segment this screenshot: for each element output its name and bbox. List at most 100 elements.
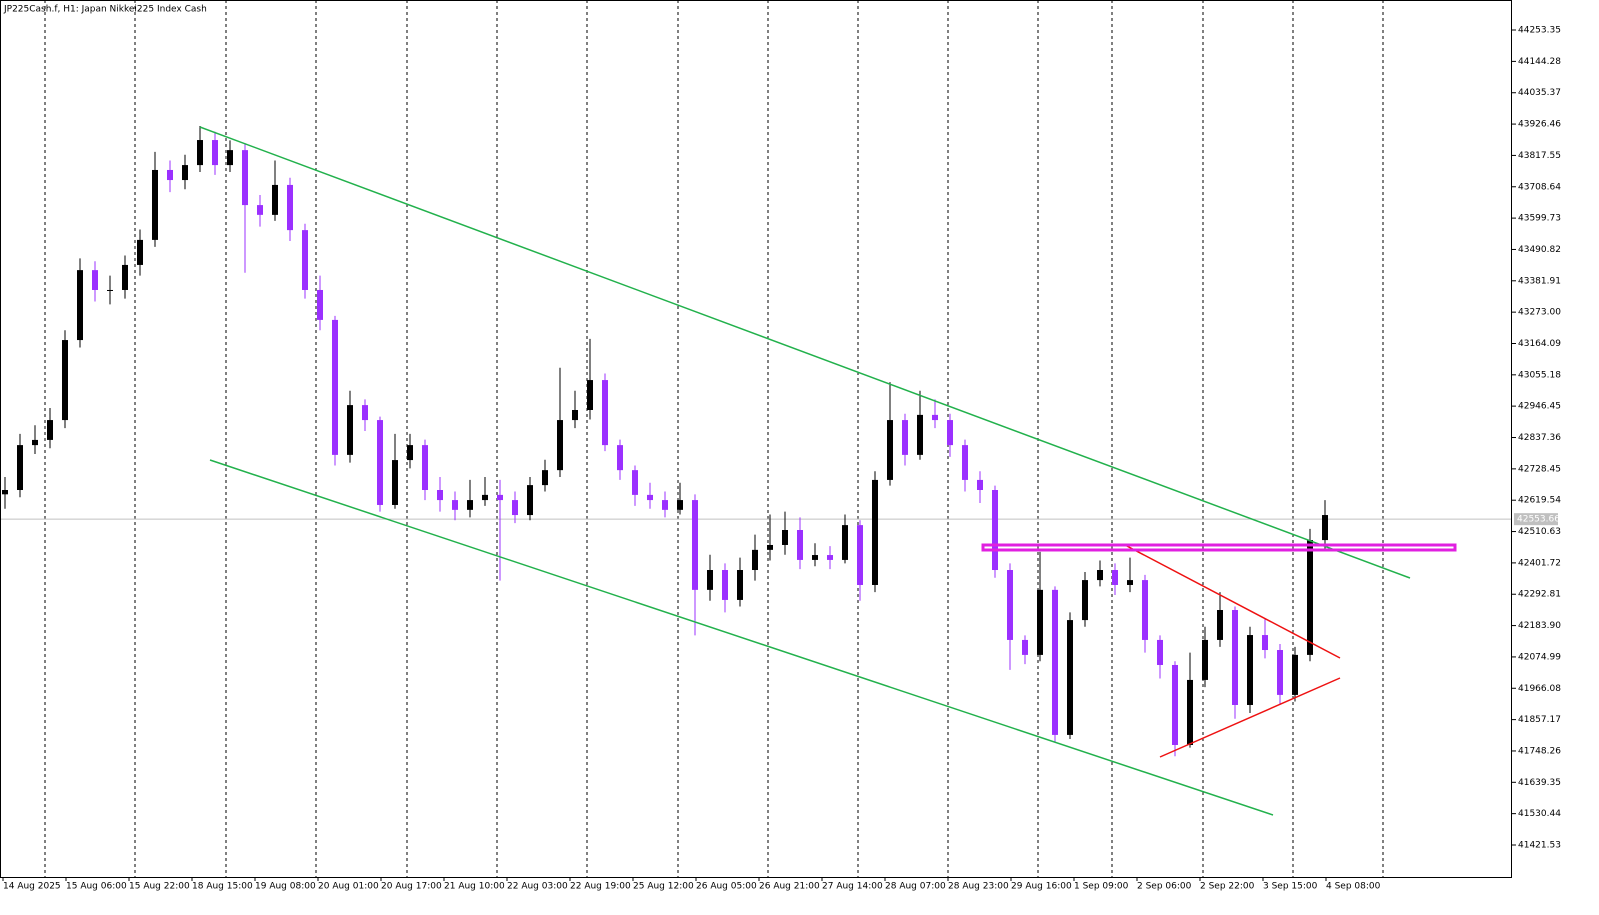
y-tick-label: 42401.72 [1518,558,1561,568]
candle-body [377,420,383,505]
candle-body [1127,580,1133,585]
x-tick-label: 14 Aug 2025 [3,882,61,892]
y-tick-label: 42074.99 [1518,652,1561,662]
candle-body [662,500,668,510]
y-tick-label: 43490.82 [1518,245,1561,255]
y-tick-label: 41530.44 [1518,809,1561,819]
y-tick-label: 43926.46 [1518,120,1561,130]
y-tick-label: 42946.45 [1518,402,1561,412]
candle-body [872,479,878,585]
candle-body [62,340,68,421]
candles [2,125,1328,757]
candle-body [797,530,803,560]
candle-body [677,500,683,510]
candle-body [572,409,578,421]
channel-lower [209,459,1274,816]
y-tick-label: 42183.90 [1518,621,1561,631]
x-tick-label: 15 Aug 22:00 [129,882,190,892]
x-tick-label: 18 Aug 15:00 [192,882,253,892]
y-tick-label: 42619.54 [1518,496,1561,506]
candle-body [287,184,293,231]
x-tick-label: 28 Aug 23:00 [948,882,1009,892]
candle-body [482,494,488,501]
x-tick-label: 29 Aug 16:00 [1011,882,1072,892]
candle-body [812,555,818,560]
x-tick-label: 19 Aug 08:00 [255,882,316,892]
x-tick-label: 22 Aug 03:00 [507,882,568,892]
y-tick-label: 41748.26 [1518,746,1561,756]
triangle-upper [1124,544,1341,659]
y-tick-label: 43055.18 [1518,370,1561,380]
candle-body [302,230,308,290]
last-price-label: 42553.66 [1517,515,1560,525]
candle-body [1232,610,1238,705]
candle-body [1142,580,1148,640]
x-tick-label: 21 Aug 10:00 [444,882,505,892]
candle-body [617,445,623,471]
candle-body [137,239,143,265]
candle-body [962,445,968,480]
candle-body [17,445,23,491]
candle-body [857,525,863,585]
channel-upper [199,126,1411,579]
candle-body [1112,570,1118,585]
y-tick-label: 41966.08 [1518,684,1561,694]
candle-body [752,549,758,571]
y-tick-label: 42728.45 [1518,464,1561,474]
y-tick-label: 41639.35 [1518,778,1561,788]
candle-body [122,264,128,290]
plot-frame [0,0,1512,878]
candle-body [167,169,173,181]
candle-body [1187,679,1193,745]
x-tick-label: 2 Sep 22:00 [1200,882,1255,892]
candle-body [332,319,338,455]
candle-body [32,439,38,446]
candle-body [182,165,188,181]
candle-body [587,380,593,410]
candle-body [1022,639,1028,655]
candle-body [542,470,548,486]
candle-body [1067,620,1073,735]
candle-body [47,420,53,440]
candle-body [767,544,773,550]
x-tick-label: 27 Aug 14:00 [822,882,883,892]
x-tick-label: 4 Sep 08:00 [1326,882,1381,892]
period-separators [44,0,1384,877]
x-tick-label: 15 Aug 06:00 [66,882,127,892]
candle-body [887,420,893,480]
x-tick-label: 1 Sep 09:00 [1074,882,1129,892]
candle-body [917,414,923,455]
candle-body [512,500,518,516]
x-tick-label: 25 Aug 12:00 [633,882,694,892]
candle-body [1292,654,1298,695]
candle-body [527,485,533,516]
candle-body [392,460,398,505]
candle-body [317,289,323,320]
candle-body [1082,580,1088,621]
x-tick-label: 20 Aug 01:00 [318,882,379,892]
candle-body [1037,589,1043,655]
drawings [199,126,1457,816]
resistance-zone [981,543,1457,552]
candle-body [1277,650,1283,695]
candle-body [947,420,953,446]
candle-body [977,479,983,491]
candle-body [1217,610,1223,640]
x-tick-label: 26 Aug 21:00 [759,882,820,892]
candle-body [1307,540,1313,655]
candle-body [1007,570,1013,640]
last-price-box [1514,513,1558,526]
triangle-lower [1159,677,1341,758]
candle-body [737,570,743,600]
y-tick-label: 42292.81 [1518,590,1561,600]
candle-body [602,380,608,446]
candle-body [242,150,248,206]
candle-body [632,470,638,495]
y-tick-label: 44035.37 [1518,88,1561,98]
y-tick-label: 43273.00 [1518,308,1561,318]
y-tick-label: 41857.17 [1518,715,1561,725]
candle-body [407,445,413,461]
candle-body [197,140,203,166]
